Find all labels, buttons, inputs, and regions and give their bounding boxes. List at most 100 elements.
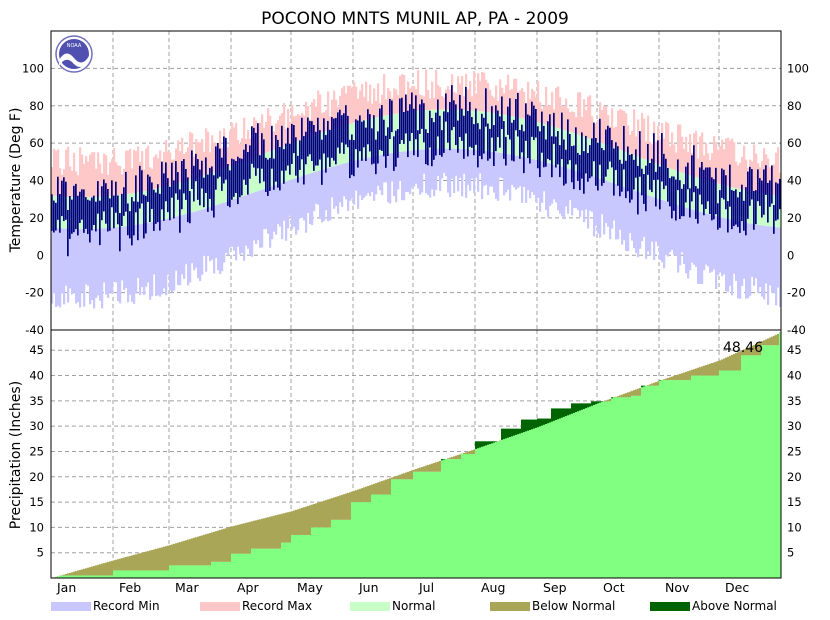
- observed-temp-bar: [207, 174, 209, 212]
- above-normal-bar: [513, 428, 516, 436]
- observed-precip-bar: [403, 479, 406, 578]
- record-min-bar: [741, 222, 744, 286]
- record-min-bar: [775, 227, 778, 306]
- normal-bar: [565, 130, 568, 169]
- observed-precip-bar: [473, 454, 476, 578]
- record-max-bar: [679, 124, 682, 172]
- observed-temp-bar: [661, 133, 663, 182]
- below-normal-bar: [769, 337, 772, 346]
- record-min-bar: [697, 211, 700, 284]
- record-max-bar: [523, 91, 526, 119]
- record-min-bar: [137, 224, 140, 278]
- temp-tick-label-right: 80: [787, 99, 802, 113]
- record-max-bar: [675, 152, 678, 171]
- observed-temp-bar: [381, 105, 383, 151]
- record-min-bar: [653, 197, 656, 260]
- record-min-bar: [441, 148, 444, 179]
- observed-temp-bar: [161, 161, 163, 210]
- record-max-bar: [401, 74, 404, 113]
- temp-tick-label-right: 100: [787, 61, 809, 75]
- record-max-bar: [99, 163, 102, 197]
- observed-precip-bar: [63, 575, 66, 578]
- record-min-bar: [521, 156, 524, 203]
- observed-temp-bar: [455, 104, 457, 145]
- observed-precip-bar: [533, 419, 536, 578]
- above-normal-bar: [599, 401, 602, 403]
- observed-temp-bar: [515, 99, 517, 131]
- record-max-bar: [563, 106, 566, 130]
- record-max-bar: [667, 123, 670, 168]
- record-min-bar: [289, 180, 292, 216]
- observed-temp-bar: [151, 182, 153, 209]
- record-max-bar: [529, 98, 532, 121]
- record-max-bar: [383, 74, 386, 116]
- below-normal-bar: [227, 527, 230, 562]
- observed-precip-bar: [681, 380, 684, 578]
- record-max-bar: [585, 110, 588, 138]
- record-min-bar: [693, 210, 696, 265]
- below-normal-bar: [331, 498, 334, 520]
- record-min-bar: [121, 226, 124, 281]
- normal-bar: [751, 191, 754, 224]
- observed-temp-bar: [595, 137, 597, 186]
- record-min-bar: [313, 172, 316, 212]
- observed-temp-bar: [233, 159, 235, 197]
- below-normal-bar: [457, 454, 460, 460]
- observed-precip-bar: [733, 370, 736, 578]
- above-normal-bar: [641, 385, 644, 388]
- observed-temp-bar: [131, 197, 133, 246]
- record-min-bar: [443, 148, 446, 173]
- observed-temp-bar: [393, 136, 395, 171]
- record-max-bar: [571, 111, 574, 133]
- observed-temp-bar: [707, 167, 709, 202]
- observed-temp-bar: [375, 139, 377, 175]
- record-max-bar: [169, 152, 172, 186]
- record-min-bar: [305, 174, 308, 233]
- normal-bar: [111, 195, 114, 228]
- record-min-bar: [87, 229, 90, 286]
- observed-precip-bar: [567, 408, 570, 578]
- below-normal-bar: [391, 477, 394, 480]
- observed-temp-bar: [639, 131, 641, 177]
- record-min-bar: [733, 220, 736, 274]
- below-normal-bar: [223, 528, 226, 562]
- record-min-bar: [431, 149, 434, 190]
- below-normal-bar: [713, 362, 716, 376]
- record-min-bar: [669, 202, 672, 253]
- observed-temp-bar: [735, 189, 737, 225]
- observed-precip-bar: [717, 375, 720, 578]
- record-max-bar: [417, 70, 420, 111]
- observed-precip-bar: [625, 397, 628, 578]
- normal-bar: [699, 178, 702, 212]
- below-normal-bar: [97, 564, 100, 576]
- observed-temp-bar: [319, 130, 321, 160]
- observed-precip-bar: [227, 561, 230, 578]
- observed-precip-bar: [611, 397, 614, 578]
- observed-precip-bar: [153, 570, 156, 578]
- observed-temp-bar: [767, 182, 769, 223]
- record-min-bar: [567, 168, 570, 214]
- above-normal-bar: [481, 441, 484, 447]
- observed-precip-bar: [67, 575, 70, 578]
- observed-precip-bar: [587, 403, 590, 578]
- record-max-bar: [713, 135, 716, 183]
- record-min-bar: [201, 209, 204, 275]
- below-normal-bar: [127, 556, 130, 571]
- record-max-bar: [299, 115, 302, 141]
- observed-temp-bar: [687, 162, 689, 190]
- observed-precip-bar: [557, 408, 560, 578]
- observed-precip-bar: [173, 565, 176, 578]
- below-normal-bar: [299, 508, 302, 535]
- observed-precip-bar: [121, 570, 124, 578]
- record-max-bar: [341, 88, 344, 127]
- record-min-bar: [477, 150, 480, 192]
- record-max-bar: [147, 145, 150, 191]
- below-normal-bar: [665, 378, 668, 381]
- observed-precip-bar: [149, 570, 152, 578]
- observed-precip-bar: [251, 548, 254, 578]
- observed-precip-bar: [321, 527, 324, 578]
- record-min-bar: [639, 192, 642, 249]
- observed-precip-bar: [243, 553, 246, 578]
- record-min-bar: [273, 185, 276, 232]
- observed-temp-bar: [317, 117, 319, 166]
